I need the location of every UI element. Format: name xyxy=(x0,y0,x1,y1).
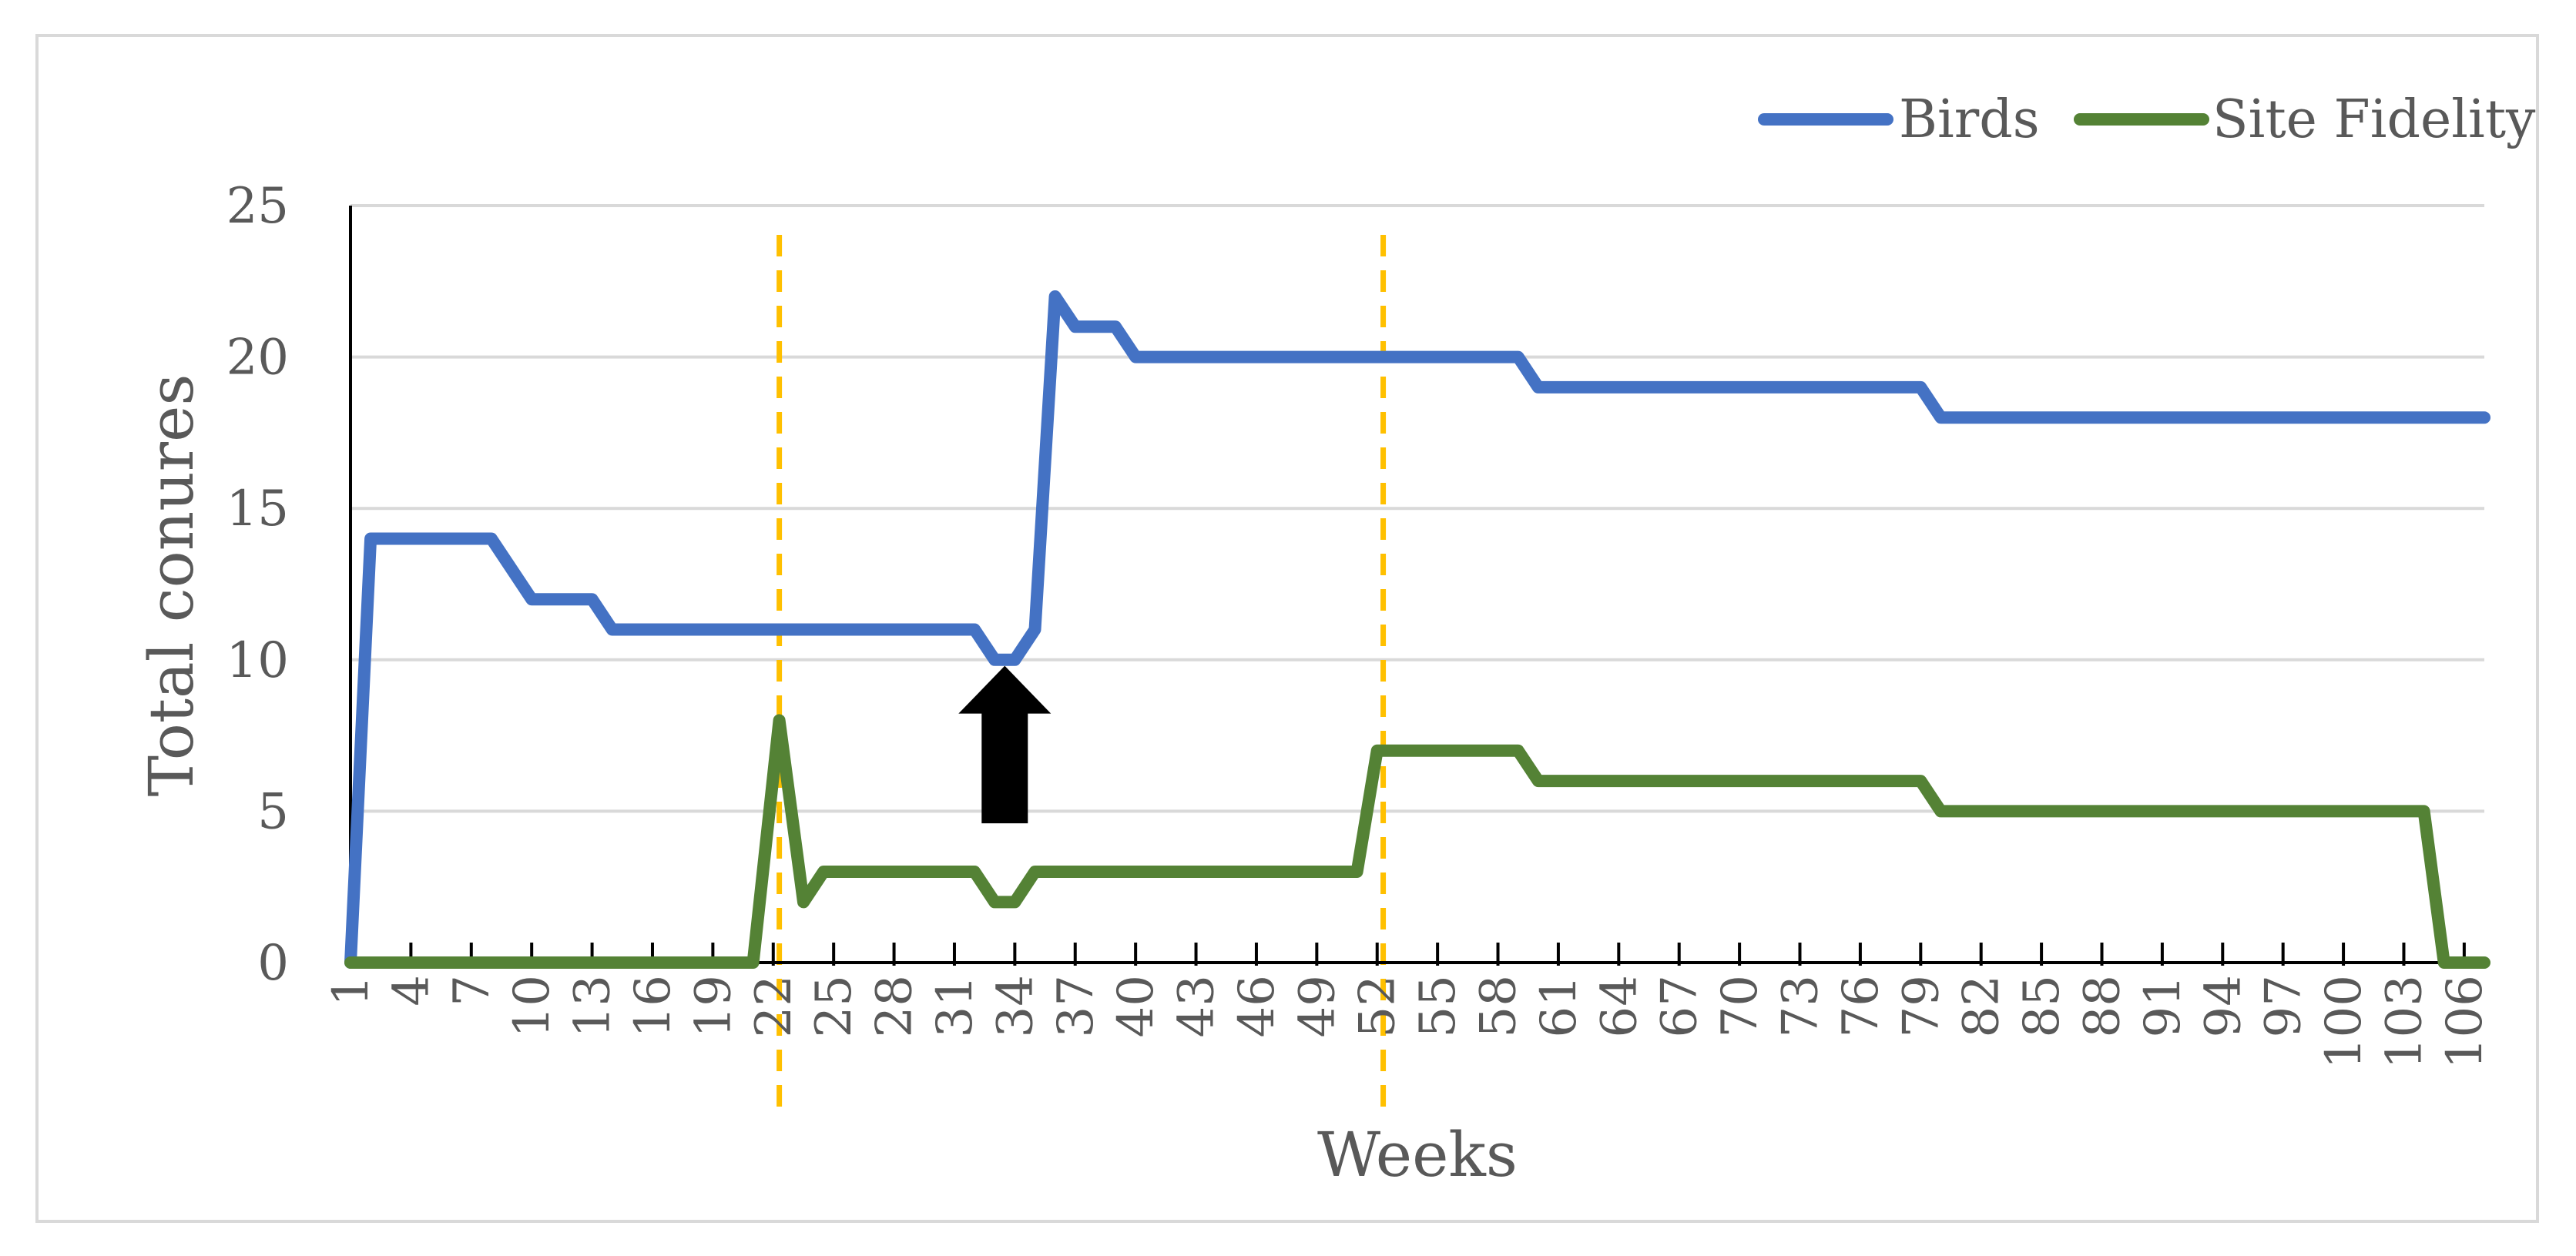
x-tick-label: 55 xyxy=(1410,975,1467,1037)
gridlines xyxy=(351,204,2484,813)
x-tick-label: 100 xyxy=(2316,975,2373,1069)
x-tick-label: 73 xyxy=(1773,975,1830,1037)
x-tick-label: 58 xyxy=(1471,975,1528,1037)
x-tick-label: 22 xyxy=(746,975,803,1037)
x-tick-label: 79 xyxy=(1893,975,1950,1037)
x-tick-label: 61 xyxy=(1531,975,1588,1037)
x-tick-label: 7 xyxy=(444,975,501,1006)
y-tick-label: 25 xyxy=(226,178,289,235)
x-tick-label: 70 xyxy=(1712,975,1769,1037)
x-tick-label: 49 xyxy=(1289,975,1346,1037)
y-tick-label: 20 xyxy=(226,330,289,387)
x-tick-label: 31 xyxy=(927,975,984,1037)
x-tick-label: 106 xyxy=(2437,975,2494,1069)
x-tick-label: 25 xyxy=(806,975,863,1037)
x-axis-title: Weeks xyxy=(1317,1119,1518,1191)
legend-label-site-fidelity: Site Fidelity xyxy=(2212,89,2536,150)
x-tick-label: 103 xyxy=(2376,975,2433,1069)
series-line-birds xyxy=(344,290,2490,969)
x-tick-label: 52 xyxy=(1350,975,1407,1037)
x-tick-label: 46 xyxy=(1229,975,1286,1037)
x-tick-label: 4 xyxy=(383,975,440,1006)
chart-frame xyxy=(35,34,2539,1223)
x-tick-label: 40 xyxy=(1108,975,1165,1037)
y-tick-labels: 0 5 10 15 20 25 xyxy=(226,178,289,992)
legend: Birds Site Fidelity xyxy=(1758,89,2536,150)
x-tick-label: 97 xyxy=(2256,975,2313,1037)
x-tick-label: 19 xyxy=(685,975,742,1037)
x-tick-label: 1 xyxy=(323,975,380,1006)
arrow-annotation xyxy=(958,665,1052,824)
annotations xyxy=(776,235,1387,1118)
y-tick-label: 15 xyxy=(226,481,289,538)
x-tick-label: 67 xyxy=(1652,975,1709,1037)
x-tick-label: 43 xyxy=(1169,975,1226,1037)
x-tick-labels: 1 4 7 10 13 16 19 22 25 28 31 34 37 40 43 46 49 52 55 58 61 6… xyxy=(323,975,2494,1069)
x-tick-label: 13 xyxy=(565,975,622,1037)
x-tick-label: 64 xyxy=(1591,975,1648,1037)
series-lines xyxy=(344,290,2490,969)
y-axis-title: Total conures xyxy=(136,374,207,797)
x-tick-label: 94 xyxy=(2195,975,2252,1037)
y-tick-label: 0 xyxy=(257,935,289,992)
y-tick-label: 5 xyxy=(257,783,289,840)
x-tick-label: 85 xyxy=(2014,975,2071,1037)
x-tick-label: 88 xyxy=(2074,975,2131,1037)
x-tick-label: 34 xyxy=(987,975,1044,1037)
x-tick-label: 16 xyxy=(625,975,682,1037)
x-tick-label: 82 xyxy=(1954,975,2011,1037)
legend-label-birds: Birds xyxy=(1899,89,2040,150)
axes xyxy=(349,206,2484,966)
x-tick-label: 37 xyxy=(1048,975,1105,1037)
x-tick-label: 28 xyxy=(867,975,924,1037)
x-tick-label: 91 xyxy=(2135,975,2192,1037)
x-tick-label: 76 xyxy=(1833,975,1890,1037)
series-line-site-fidelity xyxy=(344,714,2490,969)
x-tick-label: 10 xyxy=(504,975,561,1037)
y-tick-label: 10 xyxy=(226,632,289,689)
